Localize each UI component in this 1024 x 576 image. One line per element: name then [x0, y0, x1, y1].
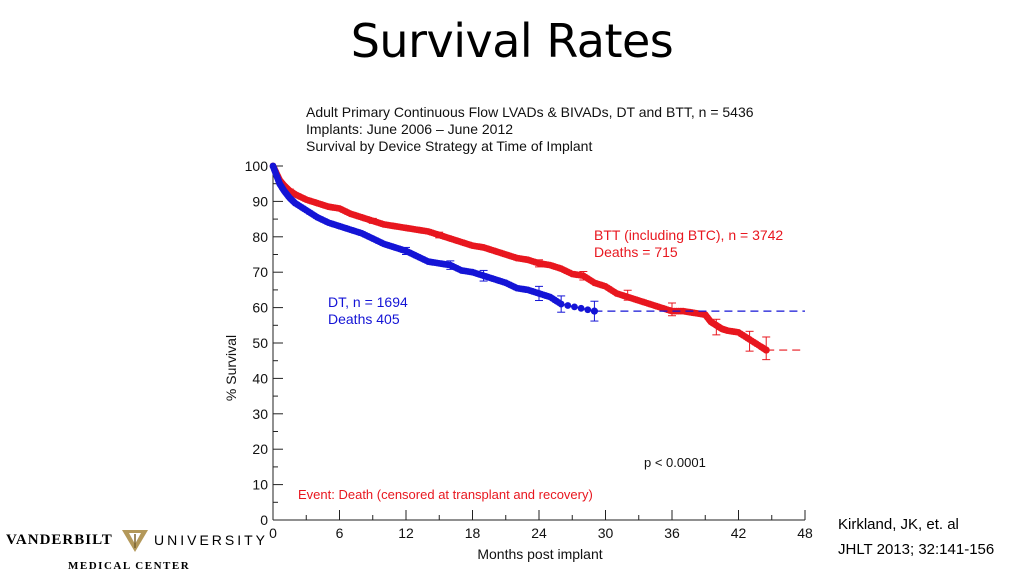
chart-title-line-1: Adult Primary Continuous Flow LVADs & BI… — [306, 104, 754, 120]
y-tick-label-40: 40 — [252, 370, 268, 386]
x-tick-label-6: 6 — [336, 525, 344, 541]
x-tick-label-48: 48 — [797, 525, 813, 541]
dt-data-point — [564, 302, 572, 309]
x-tick-label-18: 18 — [465, 525, 481, 541]
citation-line-1: Kirkland, JK, et. al — [838, 516, 959, 533]
x-tick-label-0: 0 — [269, 525, 277, 541]
y-tick-label-70: 70 — [252, 264, 268, 280]
x-tick-label-12: 12 — [398, 525, 414, 541]
y-tick-label-0: 0 — [260, 512, 268, 528]
p-value-annotation: p < 0.0001 — [644, 455, 706, 470]
chart-title-line-3: Survival by Device Strategy at Time of I… — [306, 138, 593, 154]
dt-data-point — [584, 306, 592, 314]
x-axis-label: Months post implant — [477, 546, 602, 562]
dt-survival-line — [272, 165, 595, 312]
y-tick-label-100: 100 — [245, 158, 269, 174]
x-tick-label-24: 24 — [531, 525, 547, 541]
y-tick-label-20: 20 — [252, 441, 268, 457]
survival-chart-svg: 0 10 20 30 40 50 60 70 80 90 100 0 6 12 18 24 30 36 42 48 %… — [223, 158, 813, 562]
dt-series-label: DT, n = 1694 — [328, 294, 408, 310]
y-axis-label: % Survival — [223, 335, 239, 401]
y-tick-label-90: 90 — [252, 193, 268, 209]
citation-line-2: JHLT 2013; 32:141-156 — [838, 541, 995, 558]
logo-wordmark: VANDERBILT UNIVERSITY — [4, 528, 265, 554]
logo-subtitle: MEDICAL CENTER — [68, 560, 191, 572]
x-tick-label-36: 36 — [664, 525, 680, 541]
dt-data-point — [577, 304, 585, 312]
x-tick-label-30: 30 — [598, 525, 614, 541]
survival-chart: 0 10 20 30 40 50 60 70 80 90 100 0 6 12 18 24 30 36 42 48 %… — [210, 96, 830, 576]
slide-title: Survival Rates — [350, 14, 674, 68]
chart-axes: 0 10 20 30 40 50 60 70 80 90 100 0 6 12 18 24 30 36 42 48 — [245, 158, 813, 541]
y-tick-label-60: 60 — [252, 300, 268, 316]
dt-deaths-label: Deaths 405 — [328, 311, 400, 327]
logo-word-left: VANDERBILT — [6, 532, 113, 548]
chart-header: Adult Primary Continuous Flow LVADs & BI… — [306, 104, 754, 155]
x-tick-label-42: 42 — [731, 525, 747, 541]
logo-word-right: UNIVERSITY — [154, 532, 269, 548]
chart-title-line-2: Implants: June 2006 – June 2012 — [306, 121, 514, 137]
citation: Kirkland, JK, et. al JHLT 2013; 32:141-1… — [838, 512, 994, 562]
dt-data-point — [571, 303, 578, 311]
btt-deaths-label: Deaths = 715 — [594, 244, 678, 260]
oak-leaf-logo-icon — [120, 528, 150, 559]
y-tick-label-10: 10 — [252, 477, 268, 493]
btt-series-label: BTT (including BTC), n = 3742 — [594, 227, 783, 243]
chart-series — [269, 162, 805, 361]
y-tick-label-50: 50 — [252, 335, 268, 351]
vanderbilt-logo: VANDERBILT UNIVERSITY MEDICAL CENTER — [4, 524, 265, 576]
y-tick-label-30: 30 — [252, 406, 268, 422]
event-annotation: Event: Death (censored at transplant and… — [298, 487, 593, 502]
y-tick-label-80: 80 — [252, 229, 268, 245]
